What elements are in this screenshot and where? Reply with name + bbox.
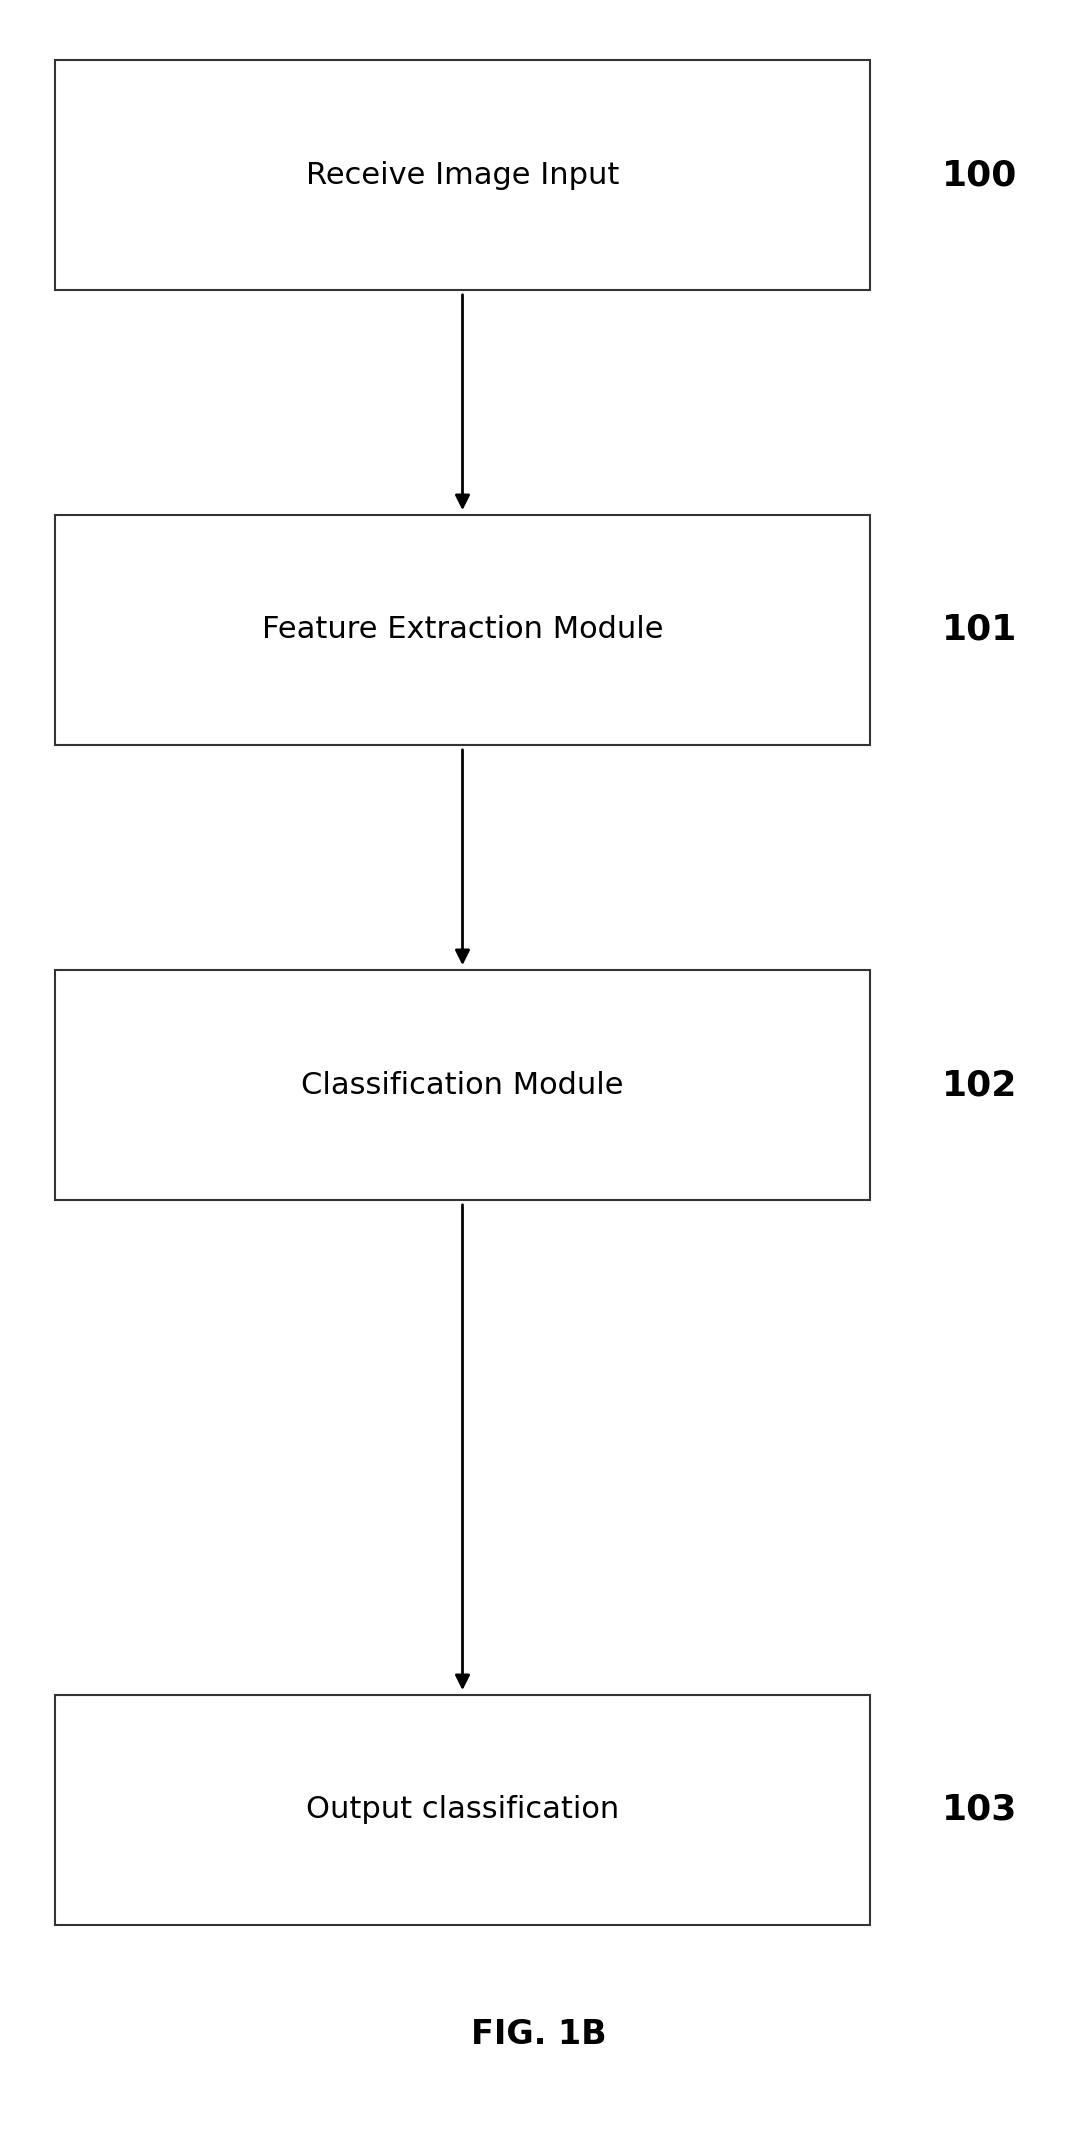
- Bar: [55, 60, 870, 291]
- Text: 103: 103: [942, 1793, 1018, 1828]
- Text: 101: 101: [942, 612, 1018, 646]
- Bar: [55, 1695, 870, 1926]
- Text: Receive Image Input: Receive Image Input: [306, 160, 619, 190]
- Text: Feature Extraction Module: Feature Extraction Module: [262, 616, 663, 644]
- Text: 100: 100: [942, 158, 1018, 193]
- Bar: [55, 969, 870, 1201]
- Bar: [55, 516, 870, 745]
- Text: Classification Module: Classification Module: [301, 1070, 624, 1100]
- Text: Output classification: Output classification: [306, 1795, 619, 1825]
- Text: 102: 102: [942, 1068, 1018, 1102]
- Text: FIG. 1B: FIG. 1B: [471, 2018, 607, 2052]
